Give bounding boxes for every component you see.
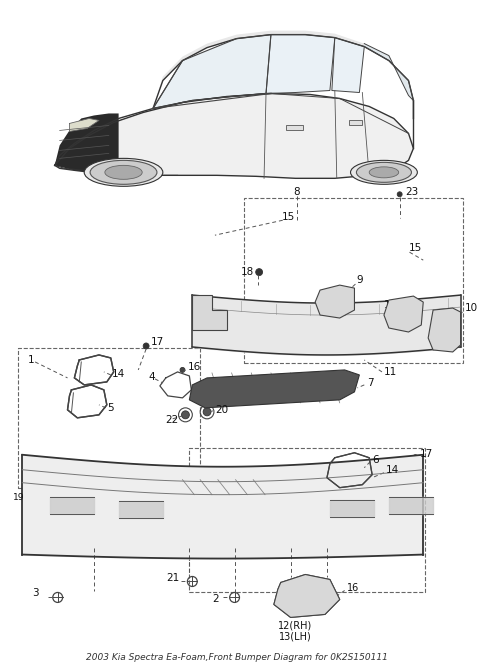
Ellipse shape xyxy=(90,160,157,184)
Circle shape xyxy=(256,269,263,275)
Text: 6: 6 xyxy=(372,455,379,465)
Ellipse shape xyxy=(105,165,142,179)
Text: 3: 3 xyxy=(32,588,39,598)
Text: 14: 14 xyxy=(112,369,125,379)
Ellipse shape xyxy=(357,162,411,182)
Ellipse shape xyxy=(369,167,399,178)
Circle shape xyxy=(203,408,211,416)
Circle shape xyxy=(181,411,190,419)
Text: 23: 23 xyxy=(406,187,419,197)
Text: 11: 11 xyxy=(384,367,397,377)
Text: 10: 10 xyxy=(465,303,478,313)
Bar xyxy=(18,348,200,488)
Polygon shape xyxy=(428,308,461,352)
Text: 21: 21 xyxy=(166,574,179,584)
Text: 20: 20 xyxy=(215,405,228,415)
Polygon shape xyxy=(190,370,360,408)
Text: 16: 16 xyxy=(187,362,201,372)
Text: 12(RH): 12(RH) xyxy=(278,620,312,630)
Text: 19: 19 xyxy=(12,493,24,502)
Polygon shape xyxy=(274,574,340,618)
Text: 16: 16 xyxy=(347,584,359,594)
Polygon shape xyxy=(384,296,423,332)
Polygon shape xyxy=(332,37,364,93)
Polygon shape xyxy=(364,43,413,101)
Polygon shape xyxy=(55,113,119,175)
Polygon shape xyxy=(315,285,354,318)
Text: 9: 9 xyxy=(357,275,363,285)
Ellipse shape xyxy=(84,158,163,186)
Text: 7: 7 xyxy=(367,378,374,388)
Polygon shape xyxy=(55,93,413,178)
Polygon shape xyxy=(153,31,413,109)
Bar xyxy=(286,125,303,131)
Text: 17: 17 xyxy=(151,337,164,347)
Text: 15: 15 xyxy=(282,212,295,222)
Text: 2003 Kia Spectra Ea-Foam,Front Bumper Diagram for 0K2S150111: 2003 Kia Spectra Ea-Foam,Front Bumper Di… xyxy=(85,653,387,662)
Text: 4: 4 xyxy=(148,372,155,382)
Bar xyxy=(348,121,362,125)
Circle shape xyxy=(143,343,149,349)
Text: 15: 15 xyxy=(408,243,422,253)
Circle shape xyxy=(398,305,405,311)
Text: 13(LH): 13(LH) xyxy=(279,632,312,642)
Text: 14: 14 xyxy=(386,465,399,475)
Text: 2: 2 xyxy=(212,594,218,604)
Circle shape xyxy=(397,192,402,197)
Bar xyxy=(190,448,425,592)
Text: 8: 8 xyxy=(294,187,300,197)
Polygon shape xyxy=(266,35,335,93)
Bar xyxy=(182,523,271,544)
Text: 5: 5 xyxy=(107,403,113,413)
Ellipse shape xyxy=(350,160,417,184)
Circle shape xyxy=(180,368,185,372)
Text: 18: 18 xyxy=(384,300,397,310)
Circle shape xyxy=(26,497,31,502)
Polygon shape xyxy=(70,119,99,131)
Text: 22: 22 xyxy=(165,415,178,425)
Text: 18: 18 xyxy=(240,267,254,277)
Text: 17: 17 xyxy=(420,449,432,459)
Polygon shape xyxy=(192,295,227,330)
Circle shape xyxy=(412,455,419,461)
Bar xyxy=(244,198,463,363)
Polygon shape xyxy=(153,35,271,109)
Text: 1: 1 xyxy=(28,355,35,365)
